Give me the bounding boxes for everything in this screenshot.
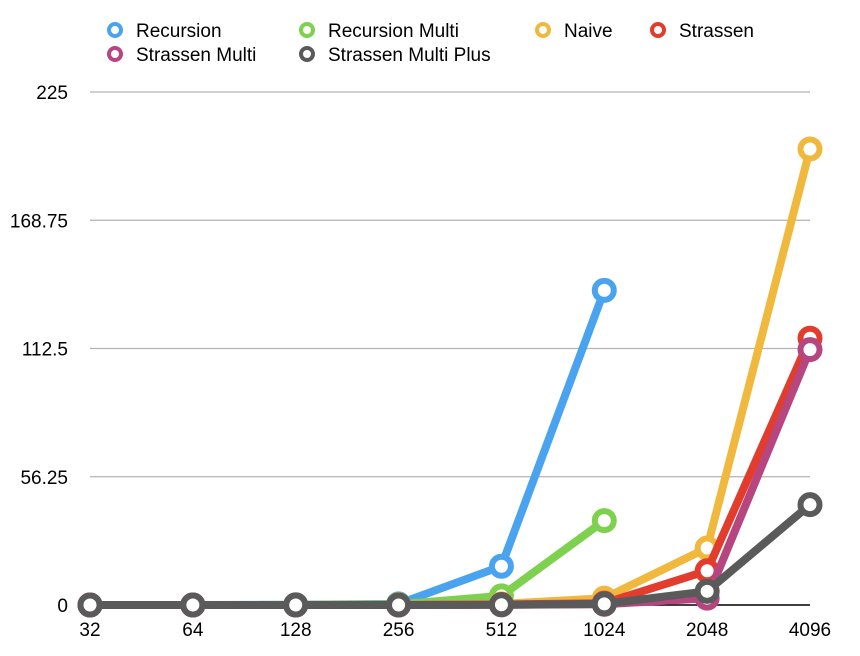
legend-marker [299, 46, 315, 62]
data-point [180, 592, 206, 618]
legend: Recursion Recursion Multi Naive Strassen Str… [107, 21, 754, 66]
y-tick-label: 0 [57, 596, 68, 617]
x-tick-label: 256 [383, 620, 415, 641]
legend-item: Strassen Multi Plus [299, 45, 491, 66]
y-axis: 0 56.25 112.5 168.75 225 [10, 83, 68, 617]
legend-label: Naive [564, 21, 613, 42]
data-point [797, 337, 823, 363]
x-tick-label: 64 [182, 620, 204, 641]
series-line [86, 145, 814, 609]
data-point [283, 592, 309, 618]
data-point [591, 591, 617, 617]
x-tick-label: 2048 [686, 620, 728, 641]
data-point [591, 508, 617, 534]
data-point [591, 277, 617, 303]
data-point [694, 578, 720, 604]
data-point [488, 592, 514, 618]
y-tick-label: 168.75 [10, 211, 68, 232]
series-line [86, 286, 609, 609]
legend-item: Recursion [107, 21, 222, 42]
data-point [488, 553, 514, 579]
legend-item: Strassen [650, 21, 754, 42]
series-line [86, 500, 814, 609]
legend-label: Recursion Multi [328, 21, 459, 42]
x-tick-label: 128 [280, 620, 312, 641]
legend-label: Strassen Multi Plus [328, 45, 491, 66]
x-tick-label: 4096 [789, 620, 831, 641]
data-point [797, 136, 823, 162]
legend-marker [299, 22, 315, 38]
legend-item: Recursion Multi [299, 21, 459, 42]
y-tick-label: 112.5 [22, 340, 68, 361]
x-tick-label: 512 [486, 620, 518, 641]
legend-item: Strassen Multi [107, 45, 256, 66]
legend-label: Strassen [679, 21, 754, 42]
x-tick-label: 1024 [583, 620, 626, 641]
data-point [77, 592, 103, 618]
legend-marker [107, 22, 123, 38]
series-recursion [77, 277, 617, 618]
y-tick-label: 56.25 [20, 468, 68, 489]
legend-marker [650, 22, 666, 38]
data-point [386, 592, 412, 618]
x-tick-label: 32 [79, 620, 100, 641]
series-group [77, 136, 823, 618]
y-tick-label: 225 [36, 83, 68, 104]
grid [90, 91, 810, 606]
legend-label: Strassen Multi [136, 45, 256, 66]
legend-item: Naive [535, 21, 613, 42]
series-strassen-multi-plus [77, 492, 823, 618]
legend-label: Recursion [136, 21, 222, 42]
data-point [797, 492, 823, 518]
legend-marker [535, 22, 551, 38]
legend-marker [107, 46, 123, 62]
series-strassen [77, 325, 823, 618]
series-naive [77, 136, 823, 618]
series-line [86, 516, 609, 609]
x-axis: 32 64 128 256 512 1024 2048 4096 [79, 620, 831, 641]
